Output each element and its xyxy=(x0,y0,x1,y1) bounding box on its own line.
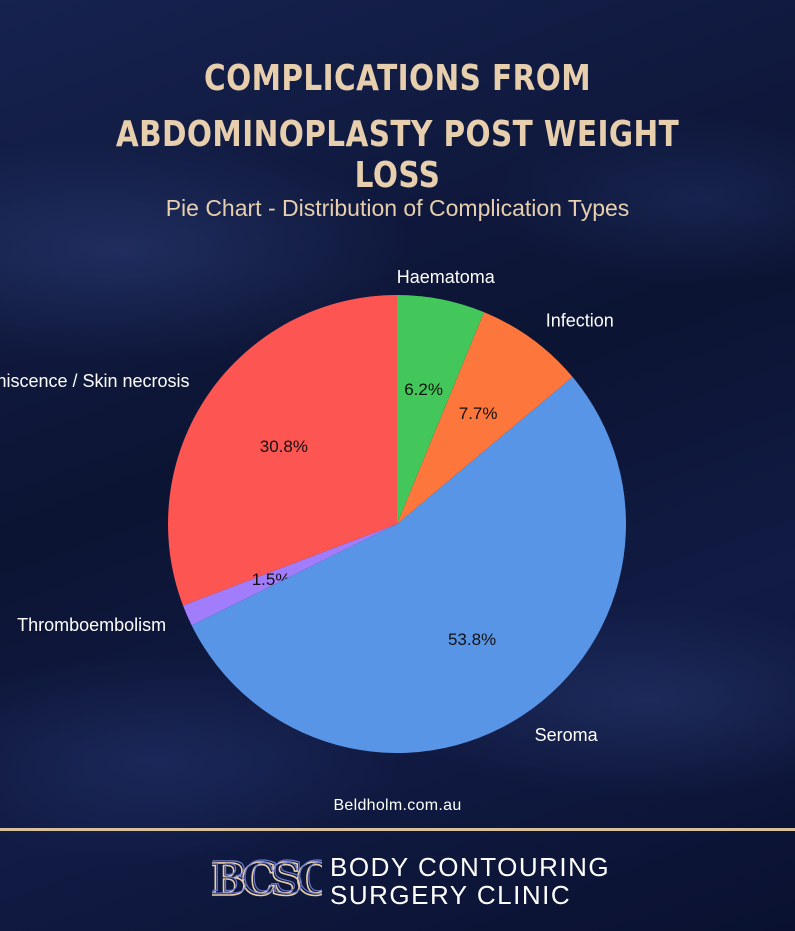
slice-label-thromboembolism: Thromboembolism xyxy=(17,615,166,635)
slice-label-wound-dehiscence-skin-necrosis: Wound dehiscence / Skin necrosis xyxy=(0,371,190,391)
svg-text:BCSC: BCSC xyxy=(212,853,322,904)
clinic-name-line1: BODY CONTOURING xyxy=(330,852,610,883)
footer-divider xyxy=(0,828,795,831)
pct-label-haematoma: 6.2% xyxy=(404,380,443,399)
pct-label-infection: 7.7% xyxy=(459,404,498,423)
pct-label-wound-dehiscence-skin-necrosis: 30.8% xyxy=(260,437,308,456)
clinic-logo-monogram: BCSC BCSC xyxy=(212,849,322,905)
slice-label-haematoma: Haematoma xyxy=(397,267,496,287)
slice-label-seroma: Seroma xyxy=(535,725,599,745)
clinic-name-line2: SURGERY CLINIC xyxy=(330,880,571,911)
slice-label-infection: Infection xyxy=(546,311,614,331)
source-credit: Beldholm.com.au xyxy=(0,797,795,815)
pct-label-seroma: 53.8% xyxy=(448,630,496,649)
